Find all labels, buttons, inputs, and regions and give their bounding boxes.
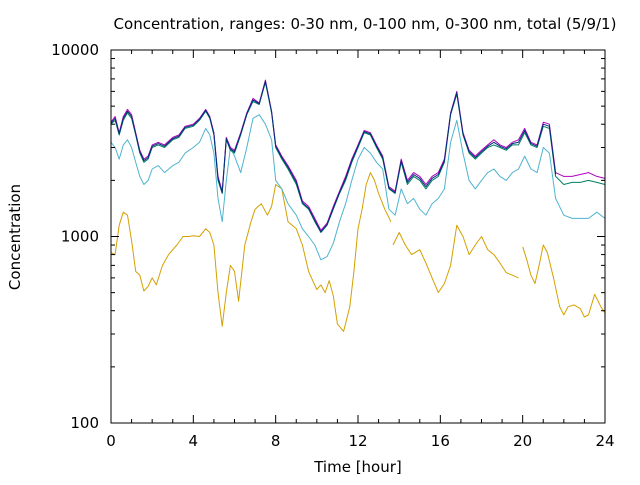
x-tick-label: 0 xyxy=(106,432,116,450)
y-axis-label: Concentration xyxy=(6,184,24,290)
plot-frame xyxy=(110,49,606,424)
axis-layer: 0 4 8 12 16 20 24 100 1000 10000 xyxy=(51,41,614,450)
x-tick-label: 20 xyxy=(513,432,532,450)
y-tick-label: 100 xyxy=(70,414,99,432)
y-tick-label: 10000 xyxy=(51,41,99,59)
series-line-0 xyxy=(110,172,392,332)
series-line-4 xyxy=(110,81,606,233)
x-tick-label: 16 xyxy=(431,432,450,450)
series-line-6 xyxy=(110,80,557,233)
series-layer xyxy=(110,79,606,332)
x-tick-label: 8 xyxy=(271,432,281,450)
series-line-2 xyxy=(522,244,606,318)
x-tick-label: 12 xyxy=(348,432,367,450)
x-tick-label: 4 xyxy=(189,432,199,450)
series-line-3 xyxy=(110,114,606,261)
y-tick-label: 1000 xyxy=(61,228,99,246)
series-line-5 xyxy=(110,79,606,231)
series-line-1 xyxy=(392,224,519,294)
x-tick-label: 24 xyxy=(595,432,614,450)
chart-title: Concentration, ranges: 0-30 nm, 0-100 nm… xyxy=(114,15,617,33)
x-axis-label: Time [hour] xyxy=(313,458,402,476)
